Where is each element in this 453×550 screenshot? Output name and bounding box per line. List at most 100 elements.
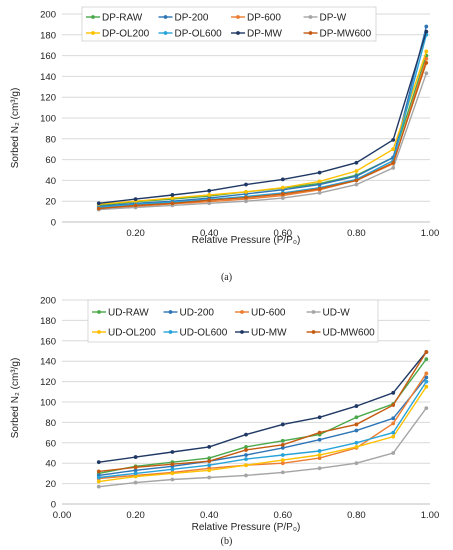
data-point — [244, 432, 248, 437]
data-point — [133, 455, 138, 459]
data-point — [317, 453, 322, 457]
caption-a: (a) — [220, 272, 233, 283]
data-point — [280, 177, 285, 182]
data-point — [317, 182, 322, 187]
y-tick-label: 60 — [45, 155, 56, 166]
x-tick-labels: 0.20 0.40 0.60 0.80 1.00 — [126, 228, 439, 239]
data-point — [133, 474, 138, 479]
x-tick-label: 0.80 — [347, 510, 366, 521]
series-line — [98, 386, 427, 483]
data-point — [280, 185, 285, 190]
data-point — [170, 471, 175, 476]
data-point — [317, 437, 322, 442]
x-tick-label: 0.80 — [347, 228, 366, 239]
legend-marker — [91, 31, 95, 35]
x-tick-label: 0.60 — [274, 510, 293, 521]
series-line — [98, 31, 427, 204]
series-line — [98, 351, 427, 473]
data-point — [354, 461, 359, 466]
x-tick-label: 0.40 — [200, 228, 219, 239]
data-point — [133, 197, 138, 202]
series-line — [98, 34, 427, 209]
x-tick-label: 0.40 — [200, 510, 219, 521]
x-tick-labels: 0.00 0.20 0.40 0.60 0.80 1.00 — [53, 510, 440, 521]
series-line — [98, 381, 427, 479]
data-point — [207, 459, 212, 464]
data-point — [96, 484, 101, 489]
data-point — [317, 466, 322, 471]
x-tick-label: 1.00 — [421, 510, 440, 521]
data-point — [391, 403, 396, 407]
chart-panel-a: 0 20 40 60 80 100 120 140 160 180 200 0.20 0.40 0.60… — [10, 6, 439, 246]
y-tick-label: 20 — [45, 479, 56, 490]
data-point — [244, 189, 248, 194]
legend-label: UD-MW — [251, 328, 287, 339]
legend-marker — [163, 15, 168, 19]
y-tick-label: 140 — [40, 72, 56, 83]
data-point — [96, 479, 101, 484]
data-point — [317, 456, 322, 460]
data-point — [424, 357, 429, 362]
series-line — [98, 26, 427, 208]
legend-marker — [163, 31, 168, 35]
data-point — [391, 147, 396, 152]
data-point — [170, 193, 175, 197]
data-point — [96, 469, 101, 474]
legend-label: UD-W — [323, 308, 351, 319]
data-point — [133, 203, 138, 208]
data-point — [280, 470, 285, 475]
legend-label: UD-OL600 — [180, 328, 228, 339]
data-point — [280, 446, 285, 450]
y-tick-label: 180 — [40, 30, 56, 41]
y-tick-label: 120 — [40, 377, 56, 388]
series-lines — [96, 24, 429, 212]
data-point — [317, 190, 322, 195]
legend-marker — [240, 330, 244, 334]
legend-label: DP-OL200 — [102, 29, 150, 40]
legend-marker — [168, 330, 173, 334]
data-point — [207, 468, 212, 473]
data-point — [170, 201, 175, 206]
y-axis-label: Sorbed N₂ (cm³/g) — [10, 358, 21, 439]
data-point — [391, 166, 396, 170]
legend-marker — [168, 310, 173, 314]
y-tick-label: 60 — [45, 438, 56, 449]
y-tick-label: 160 — [40, 336, 56, 347]
data-point — [354, 415, 359, 420]
legend-marker — [311, 310, 316, 314]
data-point — [424, 384, 429, 389]
data-point — [317, 449, 322, 453]
legend-box — [81, 6, 377, 42]
legend-label: UD-200 — [180, 308, 215, 319]
data-point — [391, 160, 396, 165]
data-point — [170, 196, 175, 200]
data-point — [133, 480, 138, 485]
data-point — [133, 471, 138, 476]
series-line — [98, 358, 427, 475]
y-tick-label: 200 — [40, 296, 56, 307]
data-point — [280, 442, 285, 447]
data-point — [317, 186, 322, 191]
data-point — [96, 201, 101, 206]
data-point — [354, 160, 359, 165]
x-axis-label: Relative Pressure (P/P₀) — [192, 235, 301, 246]
y-tick-label: 100 — [40, 398, 56, 409]
y-tick-label: 200 — [40, 10, 56, 21]
legend-label: DP-200 — [175, 13, 209, 24]
legend-marker — [311, 330, 316, 334]
data-point — [354, 422, 359, 427]
data-point — [424, 71, 429, 76]
data-point — [244, 463, 248, 468]
data-point — [280, 438, 285, 443]
data-point — [317, 179, 322, 184]
series-line — [98, 377, 427, 477]
x-tick-label: 0.20 — [126, 228, 145, 239]
series-line — [98, 58, 427, 210]
data-point — [244, 182, 248, 187]
y-tick-label: 0 — [51, 500, 56, 511]
data-point — [244, 453, 248, 457]
legend-marker — [308, 31, 313, 35]
legend-marker — [236, 31, 240, 35]
data-point — [280, 453, 285, 457]
y-tick-label: 120 — [40, 93, 56, 104]
